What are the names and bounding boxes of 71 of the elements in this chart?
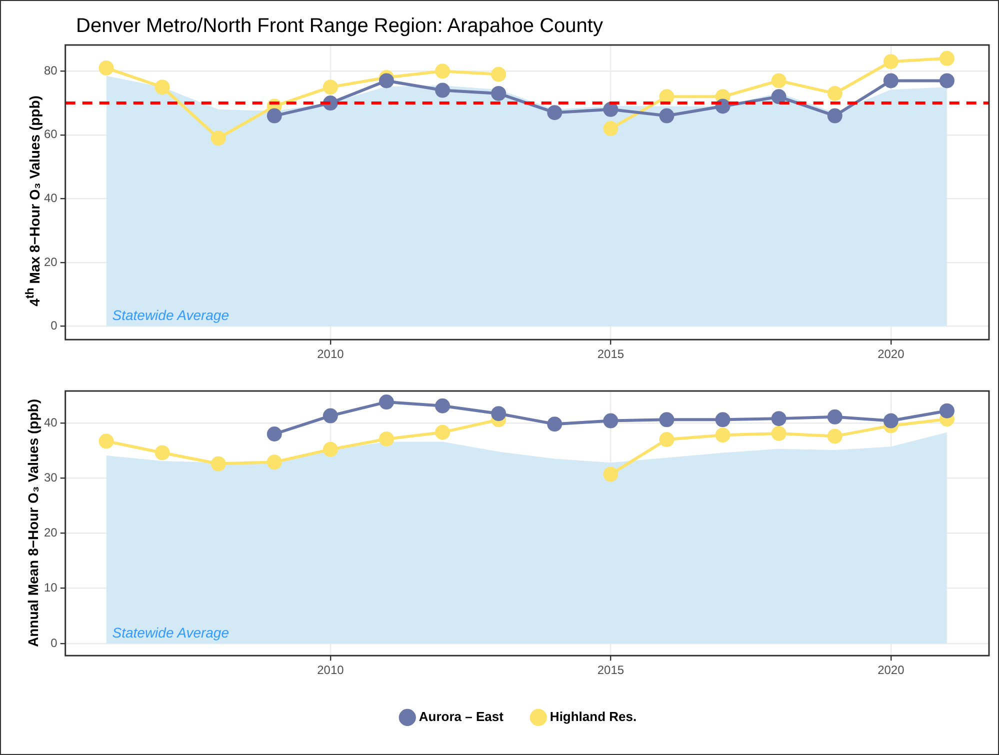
series-label: Statewide Average — [112, 624, 230, 640]
x-tick-label: 2010 — [317, 347, 344, 362]
y-tick-label: 10 — [44, 580, 58, 595]
point — [771, 73, 786, 88]
point — [154, 445, 170, 460]
point — [827, 108, 842, 124]
point — [771, 89, 786, 104]
point — [827, 86, 842, 101]
point — [322, 442, 338, 457]
point — [491, 86, 506, 101]
point — [659, 108, 674, 124]
point — [771, 426, 786, 441]
legend-label: Highland Res. — [550, 709, 637, 724]
point — [98, 434, 114, 449]
x-tick-label: 2020 — [878, 663, 905, 678]
point — [378, 431, 394, 446]
point — [715, 428, 730, 443]
point — [547, 416, 562, 432]
point — [210, 456, 226, 472]
y-tick-label: 30 — [44, 470, 58, 484]
y-tick-label: 0 — [50, 318, 58, 333]
y-tick-label: 20 — [44, 526, 58, 540]
x-tick-label: 2015 — [597, 663, 624, 678]
point — [435, 82, 450, 98]
point — [939, 73, 954, 88]
x-tick-label: 2015 — [597, 347, 624, 362]
point — [266, 426, 282, 442]
point — [603, 466, 618, 482]
point — [322, 80, 338, 95]
y-tick-label: 40 — [44, 415, 58, 430]
point — [547, 105, 562, 120]
point — [715, 98, 730, 114]
point — [154, 80, 170, 95]
point — [827, 428, 842, 444]
y-tick-label: 0 — [50, 636, 58, 650]
point — [939, 50, 954, 66]
y-tick-label: 20 — [44, 254, 58, 269]
point — [210, 130, 226, 146]
y-tick-label: 40 — [44, 190, 58, 205]
point — [827, 409, 842, 424]
point — [603, 102, 618, 117]
series-label: Statewide Average — [112, 307, 230, 324]
point — [378, 394, 394, 410]
point — [883, 73, 898, 88]
point — [659, 89, 674, 104]
point — [659, 432, 674, 448]
point — [883, 54, 898, 70]
y-tick-label: 60 — [44, 127, 58, 142]
point — [435, 64, 450, 79]
point — [491, 66, 506, 82]
point — [378, 73, 394, 88]
point — [435, 398, 450, 414]
chart-title: Denver Metro/North Front Range Region: Arapahoe County — [76, 15, 603, 38]
point — [771, 411, 786, 426]
point — [603, 413, 618, 428]
point — [266, 108, 282, 124]
legend-label: Aurora – East — [418, 709, 504, 724]
point — [883, 413, 898, 428]
point — [322, 408, 338, 424]
y-axis-title: Annual Mean 8−Hour O₃ Values (ppb) — [25, 398, 41, 648]
y-tick-label: 80 — [44, 63, 58, 78]
point — [266, 454, 282, 470]
point — [491, 406, 506, 422]
point — [715, 412, 730, 428]
point — [659, 412, 674, 428]
point — [98, 60, 114, 76]
x-tick-label: 2020 — [878, 347, 905, 362]
point — [435, 424, 450, 440]
point — [603, 121, 618, 136]
x-tick-label: 2010 — [317, 663, 344, 678]
point — [939, 403, 954, 418]
